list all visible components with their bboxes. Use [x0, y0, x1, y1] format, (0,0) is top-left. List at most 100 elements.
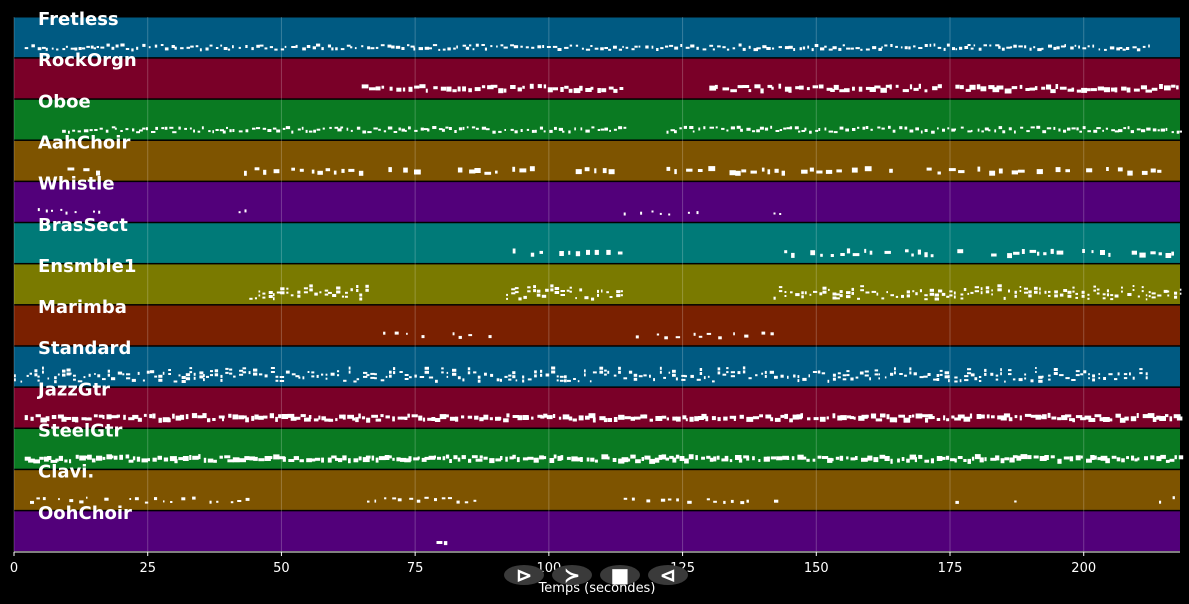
note	[1039, 456, 1047, 461]
note	[181, 380, 186, 383]
forward-button[interactable]: ⊲	[648, 563, 688, 587]
note	[242, 367, 247, 370]
note	[1055, 167, 1061, 173]
note	[799, 47, 802, 51]
note	[263, 415, 268, 419]
note	[280, 291, 285, 295]
note	[623, 497, 628, 500]
note	[1139, 368, 1143, 371]
note	[674, 169, 677, 175]
note	[226, 126, 228, 129]
note	[665, 45, 669, 48]
note	[988, 129, 991, 132]
note	[199, 375, 204, 379]
note	[324, 418, 331, 422]
note	[858, 86, 863, 92]
note	[213, 459, 217, 463]
note	[425, 88, 428, 93]
note	[929, 288, 934, 292]
note	[212, 130, 214, 134]
note	[337, 128, 342, 132]
note	[378, 456, 386, 461]
note	[1019, 286, 1022, 288]
note	[547, 87, 553, 93]
note	[241, 415, 247, 419]
note	[933, 378, 938, 381]
note	[924, 298, 928, 301]
note	[1114, 378, 1118, 381]
note	[1167, 290, 1170, 293]
note	[299, 459, 304, 463]
note	[970, 47, 974, 50]
note	[129, 498, 132, 500]
note	[634, 45, 638, 48]
note	[1165, 127, 1168, 131]
note	[207, 458, 214, 463]
note	[179, 414, 185, 420]
play-button[interactable]: ≻	[552, 563, 592, 587]
note	[884, 376, 887, 379]
note	[707, 375, 710, 378]
note	[850, 47, 854, 50]
note	[34, 369, 38, 373]
note	[936, 374, 940, 377]
note	[229, 129, 232, 133]
note	[336, 286, 341, 290]
note	[1009, 457, 1015, 463]
note	[1063, 456, 1070, 460]
note	[237, 500, 242, 502]
note	[434, 498, 437, 502]
note	[594, 459, 598, 463]
note	[812, 371, 818, 373]
note	[666, 130, 669, 134]
note	[1127, 293, 1132, 296]
note	[820, 47, 825, 51]
note	[831, 458, 834, 462]
note	[934, 297, 939, 301]
rewind-button[interactable]: ⊳	[504, 563, 544, 587]
note	[302, 376, 305, 380]
note	[1019, 290, 1022, 292]
note	[1145, 89, 1152, 93]
note	[1169, 416, 1173, 422]
note	[828, 288, 830, 291]
note	[890, 44, 893, 47]
note	[223, 47, 228, 50]
note	[1145, 298, 1148, 301]
note	[689, 126, 694, 129]
note	[649, 418, 653, 422]
note	[917, 249, 921, 255]
note	[723, 416, 728, 421]
note	[706, 455, 711, 459]
note	[530, 252, 535, 257]
note	[539, 250, 543, 254]
note	[895, 417, 898, 423]
note	[608, 169, 615, 175]
note	[511, 288, 516, 291]
note	[905, 249, 909, 253]
note	[623, 126, 627, 129]
note	[481, 44, 485, 46]
note	[909, 371, 912, 375]
note	[534, 370, 537, 374]
note	[937, 84, 942, 89]
note	[1020, 126, 1024, 129]
note	[978, 47, 982, 51]
note	[674, 46, 679, 50]
note	[799, 85, 804, 90]
stop-button[interactable]: ■	[600, 563, 640, 587]
note	[393, 367, 396, 371]
note	[770, 332, 774, 336]
note	[350, 129, 353, 132]
note	[816, 170, 823, 174]
note	[1174, 295, 1178, 299]
note	[111, 46, 115, 50]
note	[861, 457, 868, 462]
note	[96, 170, 101, 176]
note	[959, 85, 964, 90]
note	[1024, 377, 1027, 380]
note	[1159, 500, 1162, 504]
note	[554, 126, 557, 130]
note	[772, 47, 775, 50]
note	[859, 371, 864, 375]
